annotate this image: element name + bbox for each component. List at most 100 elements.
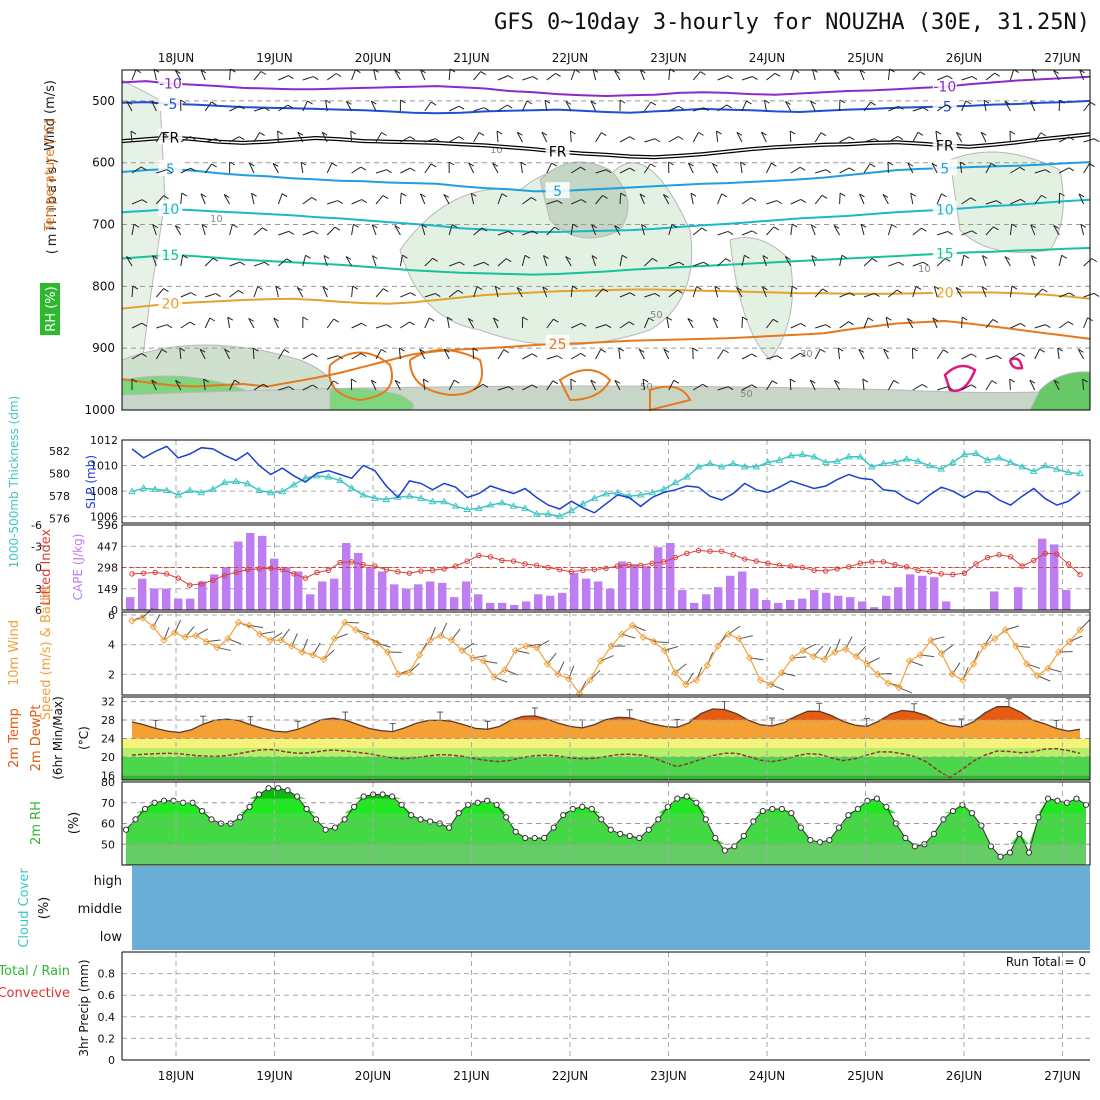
- wind-barb: [497, 349, 505, 360]
- wind-barb-feather: [614, 70, 620, 74]
- wind-barb: [1010, 323, 1021, 329]
- wind-barb: [981, 286, 987, 298]
- wind-speed-point: [916, 651, 924, 659]
- li-point: [314, 569, 320, 576]
- thickness-point: [359, 490, 368, 498]
- cape-bar: [834, 595, 843, 610]
- wind-speed-point: [714, 642, 722, 650]
- wind-barb: [522, 76, 534, 81]
- wind-barb-feather: [971, 230, 978, 235]
- wind-barb-feather: [288, 386, 295, 391]
- wind-barb: [248, 318, 255, 329]
- rh-point: [341, 816, 348, 823]
- wind-barb-feather: [673, 379, 680, 384]
- wind-barb-feather: [1045, 169, 1051, 174]
- wind-speed-point: [778, 669, 786, 677]
- wind-barb: [985, 200, 997, 205]
- wind-barb-feather: [771, 162, 777, 167]
- day-label-bottom: 21JUN: [453, 1069, 490, 1083]
- wind-barb-feather: [922, 384, 928, 388]
- wind-barb-feather: [286, 258, 292, 263]
- wind-barb-feather: [524, 254, 531, 259]
- rh-point: [427, 818, 434, 825]
- wind-barb: [810, 100, 816, 112]
- wind-barb: [227, 317, 231, 329]
- thickness-point: [844, 452, 853, 460]
- wind-barb-feather: [421, 223, 428, 228]
- wind-barb-feather: [251, 192, 257, 197]
- wind-barb-feather: [982, 255, 988, 260]
- thickness-point: [324, 473, 333, 480]
- cloud-level-label: middle: [78, 902, 122, 917]
- panel-frame: [121, 524, 1091, 611]
- thickness-point: [717, 462, 726, 470]
- wind-barb: [275, 286, 279, 298]
- wind-barb-feather: [182, 254, 188, 259]
- wind-barb: [912, 384, 923, 391]
- wind-barb: [591, 224, 597, 236]
- thickness-point: [185, 486, 194, 493]
- wind-barb-feather: [352, 285, 358, 290]
- thickness-point: [243, 479, 252, 487]
- wind-barb-feather: [432, 257, 438, 262]
- thickness-point: [428, 497, 437, 505]
- wind-barb: [936, 104, 947, 112]
- wind-barb-feather: [141, 322, 148, 327]
- thickness-point: [960, 450, 969, 458]
- wind-barb: [687, 162, 694, 174]
- precip-tick-label: 0.4: [98, 1011, 116, 1024]
- wind-barb: [761, 286, 767, 298]
- wind-barb: [1083, 292, 1095, 298]
- wind-barb: [935, 131, 938, 143]
- wind-barb: [1010, 198, 1021, 205]
- rh-point: [360, 793, 367, 800]
- wind-barb: [326, 226, 336, 236]
- li-point: [233, 569, 239, 576]
- wind-barb-feather: [307, 100, 313, 105]
- cape-bar: [990, 591, 999, 610]
- rh-point: [778, 805, 785, 813]
- contour-label: FR: [936, 138, 954, 154]
- wind-barb-feather: [283, 349, 290, 354]
- rh-point: [208, 816, 215, 823]
- wind-barb-feather: [337, 200, 343, 204]
- wind-speed-point: [596, 657, 605, 665]
- wind-barb: [885, 317, 889, 329]
- wind-barb: [711, 163, 719, 174]
- wind-barb-feather: [921, 227, 927, 232]
- wind-barb: [277, 130, 279, 143]
- wind-barb-feather: [311, 197, 317, 201]
- li-point: [383, 566, 390, 573]
- li-point: [1077, 571, 1083, 578]
- thickness-point: [197, 488, 206, 496]
- wind-barb: [351, 224, 354, 236]
- wind-barb: [717, 230, 729, 236]
- wind-barb-feather: [532, 230, 538, 235]
- wind-barb: [492, 163, 499, 174]
- cape-bar: [582, 578, 591, 610]
- wind-barb-feather: [602, 288, 609, 293]
- wind-barb-feather: [161, 131, 168, 136]
- wind-barb-feather: [867, 317, 874, 322]
- wind-barb: [859, 69, 865, 81]
- pressure-tick-label: 500: [92, 94, 115, 108]
- rh-point: [512, 828, 519, 835]
- rh-point: [997, 853, 1004, 860]
- wind-barb-feather: [874, 138, 880, 143]
- wind-barb-feather: [542, 286, 548, 291]
- rh-point: [1044, 795, 1052, 802]
- rh-point: [141, 805, 149, 813]
- wind-barb: [175, 380, 182, 391]
- wind-barb-feather: [400, 192, 407, 197]
- wind-barb-feather: [605, 169, 612, 174]
- wind-barb-feather: [799, 166, 806, 171]
- wind-speed-point: [841, 645, 850, 653]
- rh-point: [702, 816, 709, 823]
- cape-bar: [270, 558, 279, 610]
- contour-label-bg: [158, 74, 183, 91]
- li-point: [302, 575, 309, 581]
- wind-barb: [468, 162, 475, 174]
- temp-tick-label: 28: [101, 714, 115, 727]
- wind-barb-feather: [935, 130, 942, 135]
- wind-barb: [371, 255, 377, 267]
